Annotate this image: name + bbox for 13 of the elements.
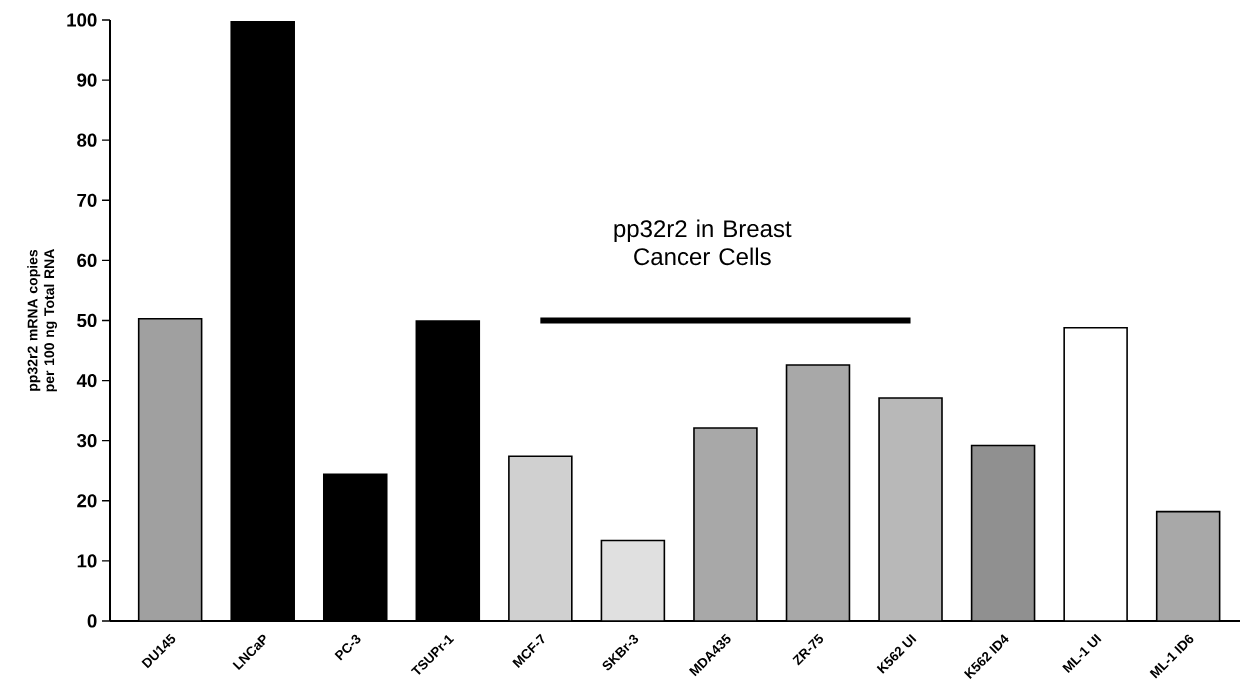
y-tick-label: 0	[87, 614, 97, 628]
y-tick-label: 30	[76, 434, 97, 448]
y-tick-label: 100	[67, 13, 97, 27]
y-tick-label: 40	[76, 373, 97, 388]
y-tick-label: 90	[77, 73, 97, 87]
y-axis-title: pp32r2 mRNA copies per 100 ng Total RNA	[27, 249, 57, 392]
y-tick-label: 70	[77, 193, 97, 207]
y-tick-label: 50	[77, 313, 97, 328]
annotation: pp32r2 in Breast Cancer Cells	[614, 219, 792, 266]
y-tick-label: 60	[77, 253, 97, 267]
y-tick-label: 20	[77, 494, 97, 508]
y-tick-label: 10	[77, 554, 97, 568]
y-tick-label: 80	[77, 133, 97, 147]
